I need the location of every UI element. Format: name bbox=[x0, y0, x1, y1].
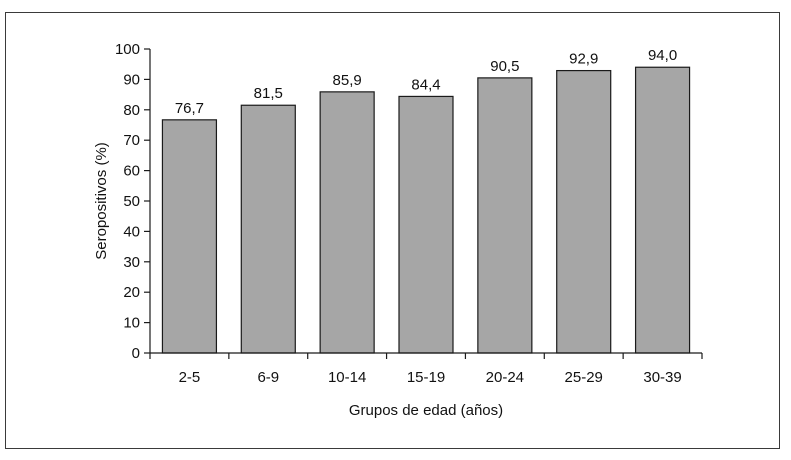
x-tick-label: 6-9 bbox=[257, 369, 279, 386]
bar-25-29 bbox=[556, 69, 612, 354]
x-tick-label: 15-19 bbox=[407, 369, 445, 386]
bar-10-14 bbox=[319, 91, 375, 354]
bar-20-24 bbox=[477, 77, 533, 354]
bars: 76,7 81,5 85,9 84,4 90,5 92,9 94,0 bbox=[161, 47, 691, 354]
bar-value-label: 76,7 bbox=[175, 100, 204, 117]
bar-value-label: 81,5 bbox=[254, 85, 283, 102]
y-tick-label: 80 bbox=[123, 102, 140, 119]
x-tick-label: 25-29 bbox=[565, 369, 603, 386]
x-tick-label: 2-5 bbox=[179, 369, 201, 386]
y-tick-label: 50 bbox=[123, 193, 140, 210]
y-axis-title: Seropositivos (%) bbox=[93, 142, 110, 260]
y-tick-label: 70 bbox=[123, 132, 140, 149]
bar-2-5 bbox=[161, 119, 218, 354]
y-tick-label: 90 bbox=[123, 71, 140, 88]
bar-30-39 bbox=[634, 66, 691, 354]
y-tick-label: 60 bbox=[123, 163, 140, 180]
bar-value-label: 92,9 bbox=[569, 51, 598, 68]
bar-value-label: 90,5 bbox=[490, 58, 519, 75]
bar-value-label: 85,9 bbox=[333, 72, 362, 89]
x-tick-label: 20-24 bbox=[486, 369, 524, 386]
bar-value-label: 84,4 bbox=[411, 76, 440, 93]
x-tick-label: 30-39 bbox=[643, 369, 681, 386]
y-tick-label: 10 bbox=[123, 315, 140, 332]
x-tick-label: 10-14 bbox=[328, 369, 366, 386]
y-tick-label: 40 bbox=[123, 223, 140, 240]
bar-6-9 bbox=[240, 104, 296, 354]
x-axis-ticks: 2-5 6-9 10-14 15-19 20-24 25-29 30-39 bbox=[149, 353, 703, 386]
bar-15-19 bbox=[398, 95, 454, 354]
y-tick-label: 30 bbox=[123, 254, 140, 271]
y-tick-label: 20 bbox=[123, 284, 140, 301]
x-axis-title: Grupos de edad (años) bbox=[349, 402, 503, 419]
y-axis-ticks: 0 10 20 30 40 50 60 70 80 90 100 bbox=[115, 41, 150, 362]
y-tick-label: 0 bbox=[132, 345, 140, 362]
bar-value-label: 94,0 bbox=[648, 47, 677, 64]
y-tick-label: 100 bbox=[115, 41, 140, 58]
